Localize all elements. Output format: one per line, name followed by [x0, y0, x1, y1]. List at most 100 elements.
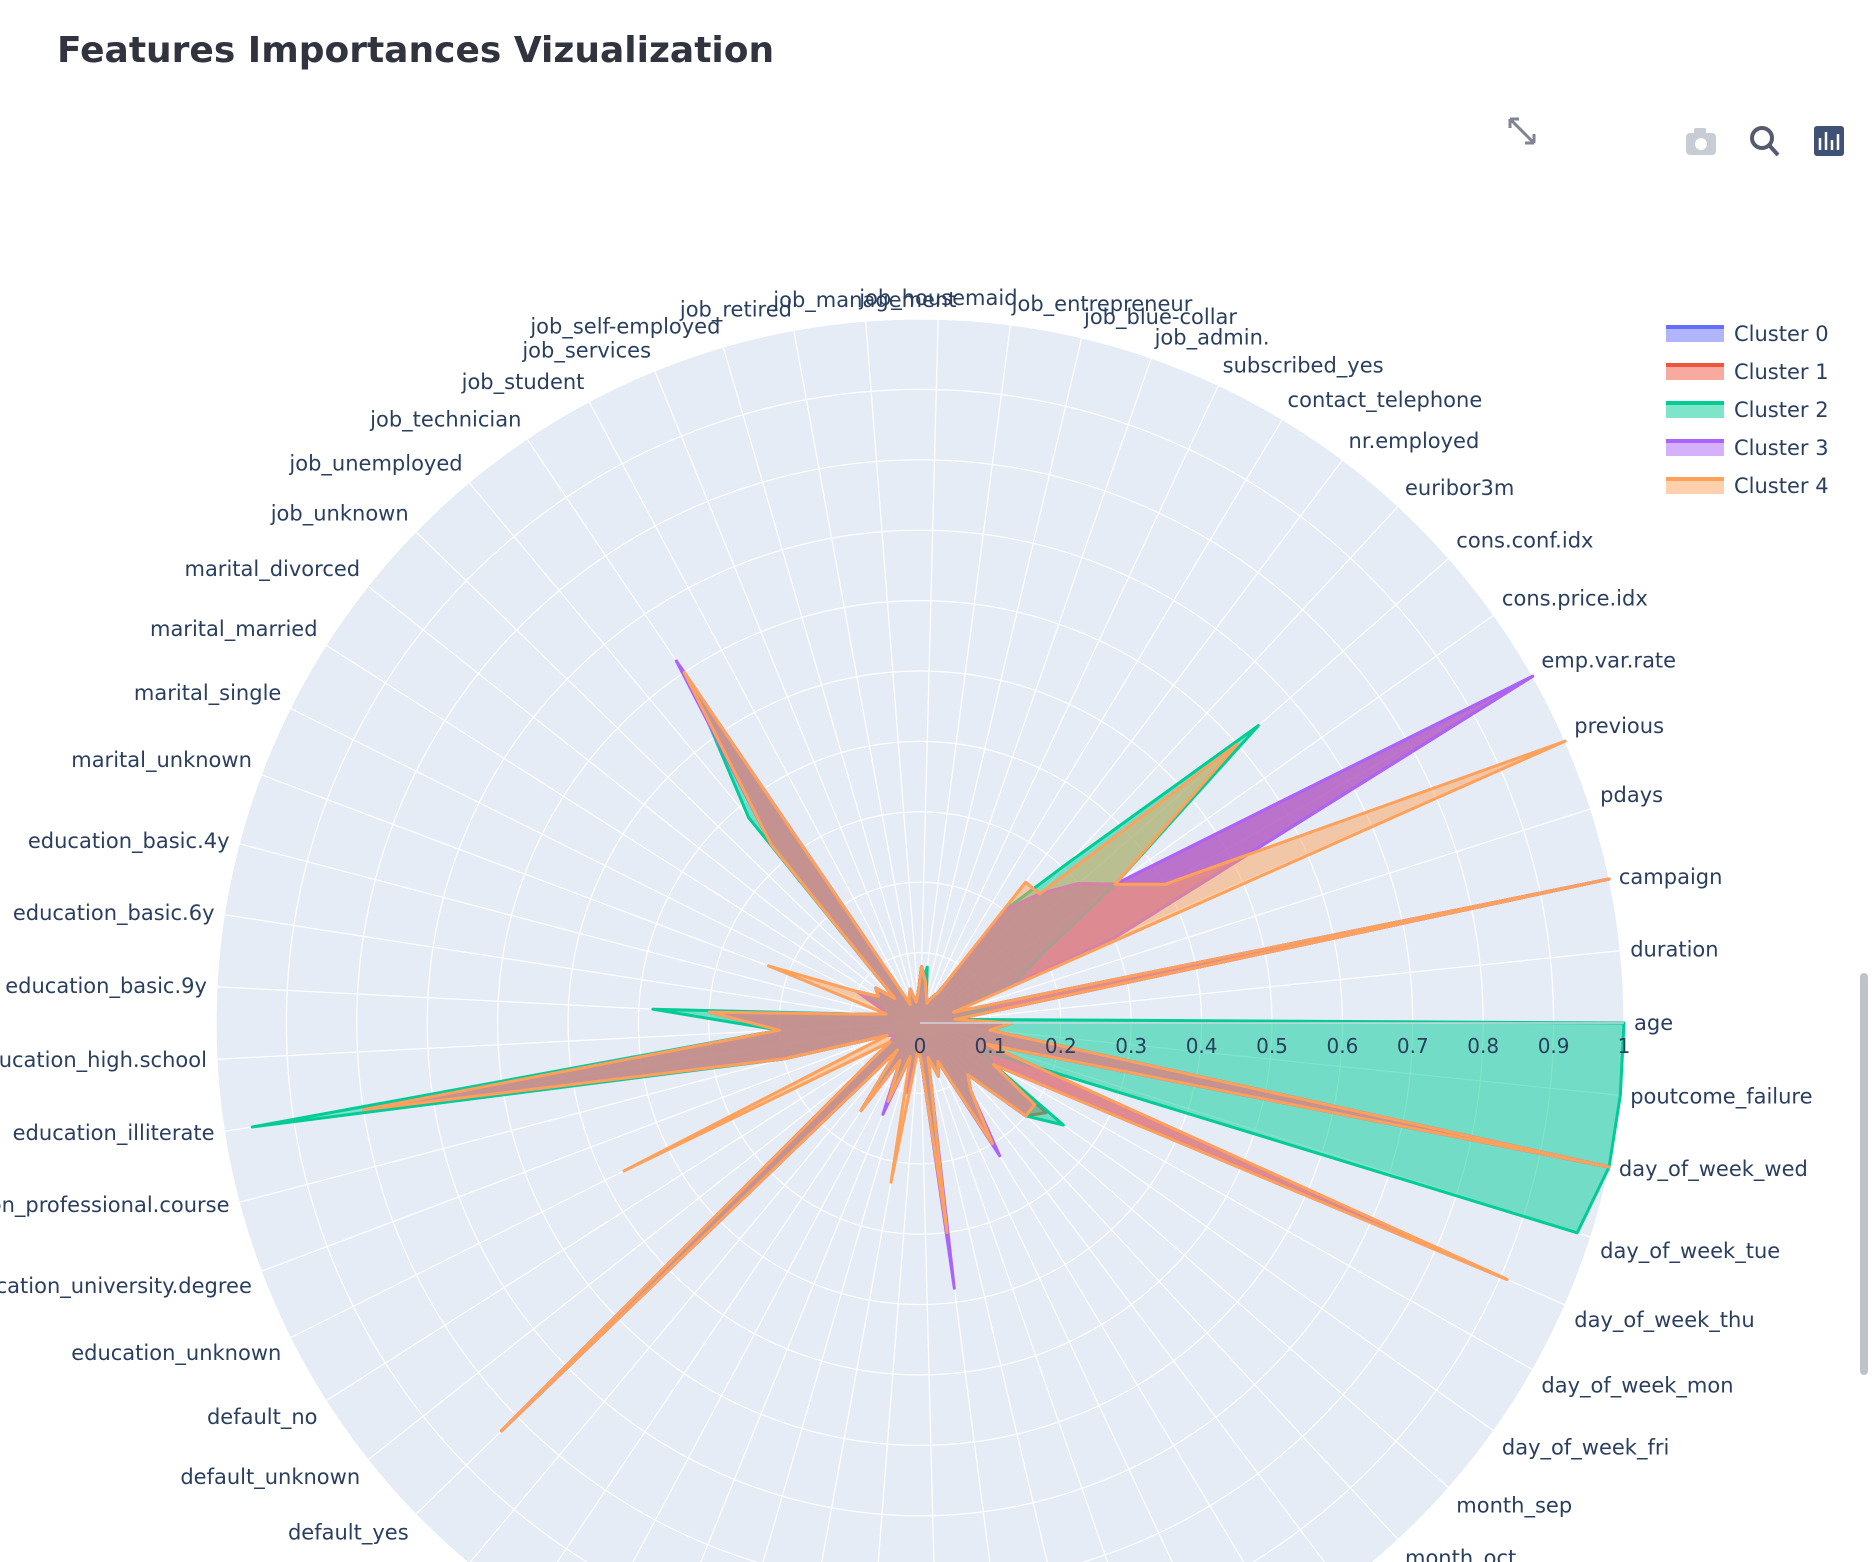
angular-tick-label: emp.var.rate [1541, 648, 1676, 672]
angular-tick-label: duration [1630, 938, 1718, 962]
angular-tick-label: day_of_week_fri [1502, 1436, 1669, 1461]
angular-grid-line [919, 1022, 935, 1562]
angular-grid-line [919, 385, 1219, 1024]
angular-tick-label: default_unknown [180, 1465, 360, 1490]
angular-tick-label: job_unknown [270, 502, 409, 527]
angular-tick-label: education_basic.6y [13, 901, 215, 926]
radial-tick-label: 0.8 [1467, 1034, 1499, 1058]
legend-swatch [1666, 478, 1724, 494]
angular-tick-label: marital_unknown [71, 748, 252, 773]
angular-grid-line [469, 1022, 921, 1562]
angular-grid-line [919, 324, 1011, 1024]
angular-grid-line [722, 346, 921, 1024]
angular-tick-label: poutcome_failure [1630, 1084, 1812, 1109]
legend-swatch [1666, 364, 1724, 380]
angular-grid-line [632, 1022, 921, 1562]
angular-tick-label: campaign [1619, 865, 1723, 889]
angular-tick-label: education_basic.4y [28, 829, 230, 854]
angular-grid-line [919, 1022, 1109, 1562]
legend-swatch [1666, 402, 1724, 418]
radial-tick-label: 0 [914, 1034, 927, 1058]
angular-grid-line [793, 330, 921, 1024]
angular-tick-label: cons.price.idx [1502, 586, 1648, 610]
angular-tick-label: education_professional.course [0, 1193, 230, 1218]
angular-tick-label: marital_divorced [184, 557, 360, 582]
legend-swatch [1666, 326, 1724, 342]
angular-tick-label: pdays [1600, 783, 1663, 807]
angular-tick-label: job_blue-collar [1083, 305, 1237, 330]
angular-tick-label: job_entrepreneur [1011, 292, 1193, 317]
radial-tick-label: 0.3 [1115, 1034, 1147, 1058]
angular-grid-line [700, 1022, 921, 1562]
angular-tick-label: job_retired [679, 298, 792, 323]
angular-grid-line [865, 321, 921, 1024]
angular-tick-label: job_admin. [1154, 326, 1270, 351]
radial-tick-label: 0.4 [1186, 1034, 1218, 1058]
angular-grid-line [762, 1022, 921, 1562]
angular-grid-line [919, 1022, 1399, 1541]
radial-tick-label: 0.7 [1397, 1034, 1429, 1058]
angular-tick-label: job_unemployed [288, 452, 462, 477]
angular-grid-line [919, 1022, 1533, 1371]
scrollbar[interactable] [1860, 973, 1868, 1375]
angular-grid-line [367, 1022, 921, 1461]
angular-grid-line [224, 914, 921, 1024]
angular-grid-line [919, 1022, 1173, 1562]
angular-tick-label: education_university.degree [0, 1274, 252, 1299]
angular-grid-line [325, 644, 921, 1024]
angular-tick-label: day_of_week_wed [1619, 1157, 1808, 1182]
angular-tick-label: day_of_week_tue [1600, 1239, 1780, 1264]
fullscreen-button[interactable] [1508, 117, 1536, 145]
angular-tick-label: default_no [207, 1405, 318, 1430]
zoom-button[interactable] [1750, 126, 1780, 157]
polar-background [216, 319, 1624, 1562]
angular-grid-line [919, 337, 1083, 1024]
legend-label: Cluster 3 [1734, 436, 1829, 460]
angular-grid-line [877, 1022, 921, 1562]
angular-tick-label: job_services [521, 339, 651, 364]
angular-grid-line [556, 1022, 921, 1562]
angular-grid-line [919, 1022, 1048, 1562]
angular-tick-label: job_management [772, 288, 956, 313]
radial-tick-label: 0.5 [1256, 1034, 1288, 1058]
angular-tick-label: job_housemaid [858, 286, 1017, 311]
angular-tick-label: day_of_week_thu [1574, 1308, 1754, 1333]
angular-tick-label: subscribed_yes [1223, 353, 1384, 378]
angular-grid-line [325, 1022, 921, 1402]
angular-grid-line [919, 419, 1283, 1024]
angular-tick-label: education_basic.9y [5, 974, 207, 999]
legend-label: Cluster 4 [1734, 474, 1829, 498]
angular-grid-line [919, 319, 939, 1024]
angular-grid-line [654, 370, 921, 1024]
chart-title: Features Importances Vizualization [57, 30, 774, 71]
angular-tick-label: nr.employed [1349, 429, 1480, 453]
legend-label: Cluster 0 [1734, 322, 1829, 346]
angular-grid-line [261, 1022, 921, 1272]
series-area [362, 671, 1611, 1433]
legend: Cluster 0 Cluster 1 Cluster 2 Cluster 3 Clus… [1666, 322, 1829, 498]
angular-tick-label: default_yes [288, 1520, 409, 1545]
radial-tick-label: 1 [1618, 1034, 1631, 1058]
angular-grid-line [588, 401, 921, 1024]
angular-tick-label: job_student [461, 370, 585, 395]
angular-tick-label: month_oct [1405, 1546, 1516, 1562]
angular-tick-label: education_illiterate [13, 1121, 215, 1146]
toolbar [1508, 117, 1844, 157]
angular-grid-line [239, 843, 921, 1024]
angular-tick-label: job_self-employed [529, 314, 720, 339]
legend-swatch [1666, 440, 1724, 456]
angular-tick-label: contact_telephone [1288, 388, 1483, 413]
angular-tick-label: month_sep [1456, 1493, 1572, 1518]
chart-toggle-button[interactable] [1814, 126, 1844, 156]
angular-tick-label: previous [1574, 714, 1664, 738]
angular-tick-label: education_unknown [71, 1341, 281, 1366]
angular-tick-label: day_of_week_mon [1541, 1374, 1733, 1399]
legend-label: Cluster 2 [1734, 398, 1829, 422]
legend-label: Cluster 1 [1734, 360, 1829, 384]
angular-tick-label: age [1634, 1011, 1673, 1035]
camera-button[interactable] [1686, 128, 1716, 155]
angular-grid-line [919, 357, 1152, 1024]
radial-tick-label: 0.2 [1045, 1034, 1077, 1058]
